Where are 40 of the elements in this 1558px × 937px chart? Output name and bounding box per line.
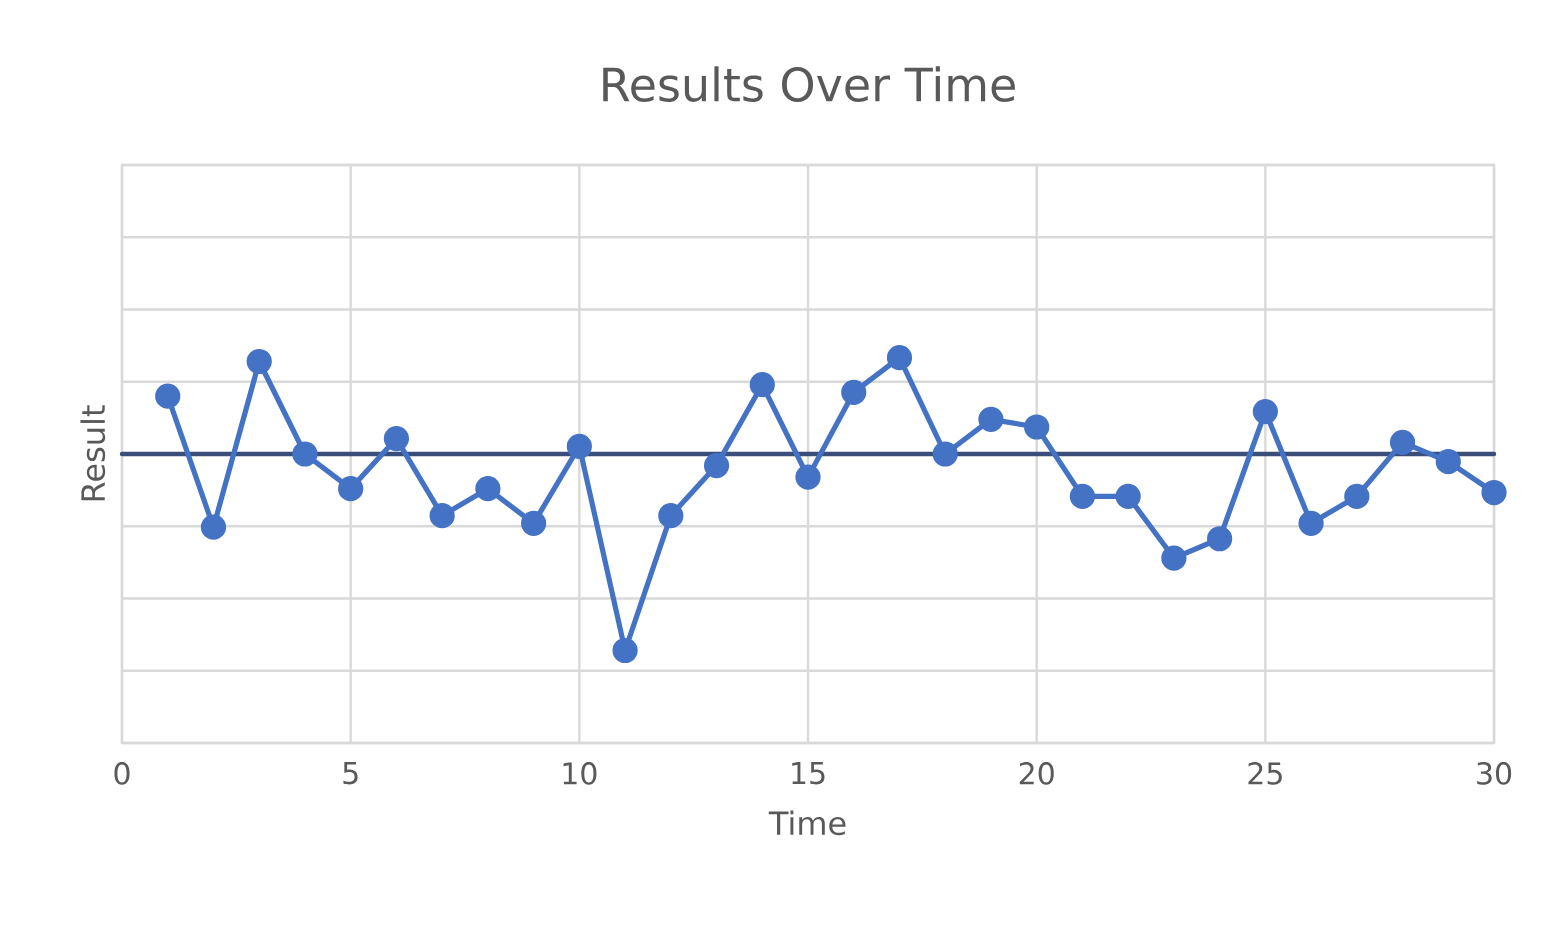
point [429, 503, 455, 529]
x-tick-label: 25 [1248, 762, 1282, 785]
x-tick-label: 15 [792, 762, 825, 785]
point [1161, 545, 1187, 571]
point [612, 637, 638, 664]
point [932, 441, 958, 467]
point [703, 452, 730, 479]
point [521, 510, 547, 536]
point [246, 348, 272, 375]
point [841, 379, 867, 405]
point [1207, 526, 1233, 552]
x-tick-label: 20 [1019, 762, 1054, 785]
point [338, 476, 364, 502]
point [475, 476, 501, 502]
point [200, 514, 227, 540]
x-tick-label: 30 [1477, 762, 1512, 785]
point [795, 464, 821, 490]
point [1344, 483, 1370, 509]
point [1298, 510, 1324, 536]
point [749, 372, 775, 398]
point [1389, 429, 1416, 456]
point [1481, 479, 1507, 506]
point [292, 441, 318, 467]
point [1115, 483, 1141, 509]
point [978, 406, 1004, 432]
y-axis-title: Result [80, 405, 106, 501]
chart-title: Results Over Time [603, 66, 1015, 102]
point [155, 383, 181, 409]
point [566, 433, 592, 459]
point [886, 345, 913, 371]
point [383, 425, 410, 452]
x-tick-label: 10 [563, 762, 597, 785]
point [658, 503, 684, 529]
point [1024, 414, 1050, 440]
x-tick-label: 0 [114, 762, 130, 785]
point [1252, 399, 1278, 425]
point [1069, 483, 1096, 509]
point [1435, 449, 1461, 475]
x-tick-label: 5 [343, 762, 358, 785]
x-axis-title: Time [768, 810, 846, 836]
